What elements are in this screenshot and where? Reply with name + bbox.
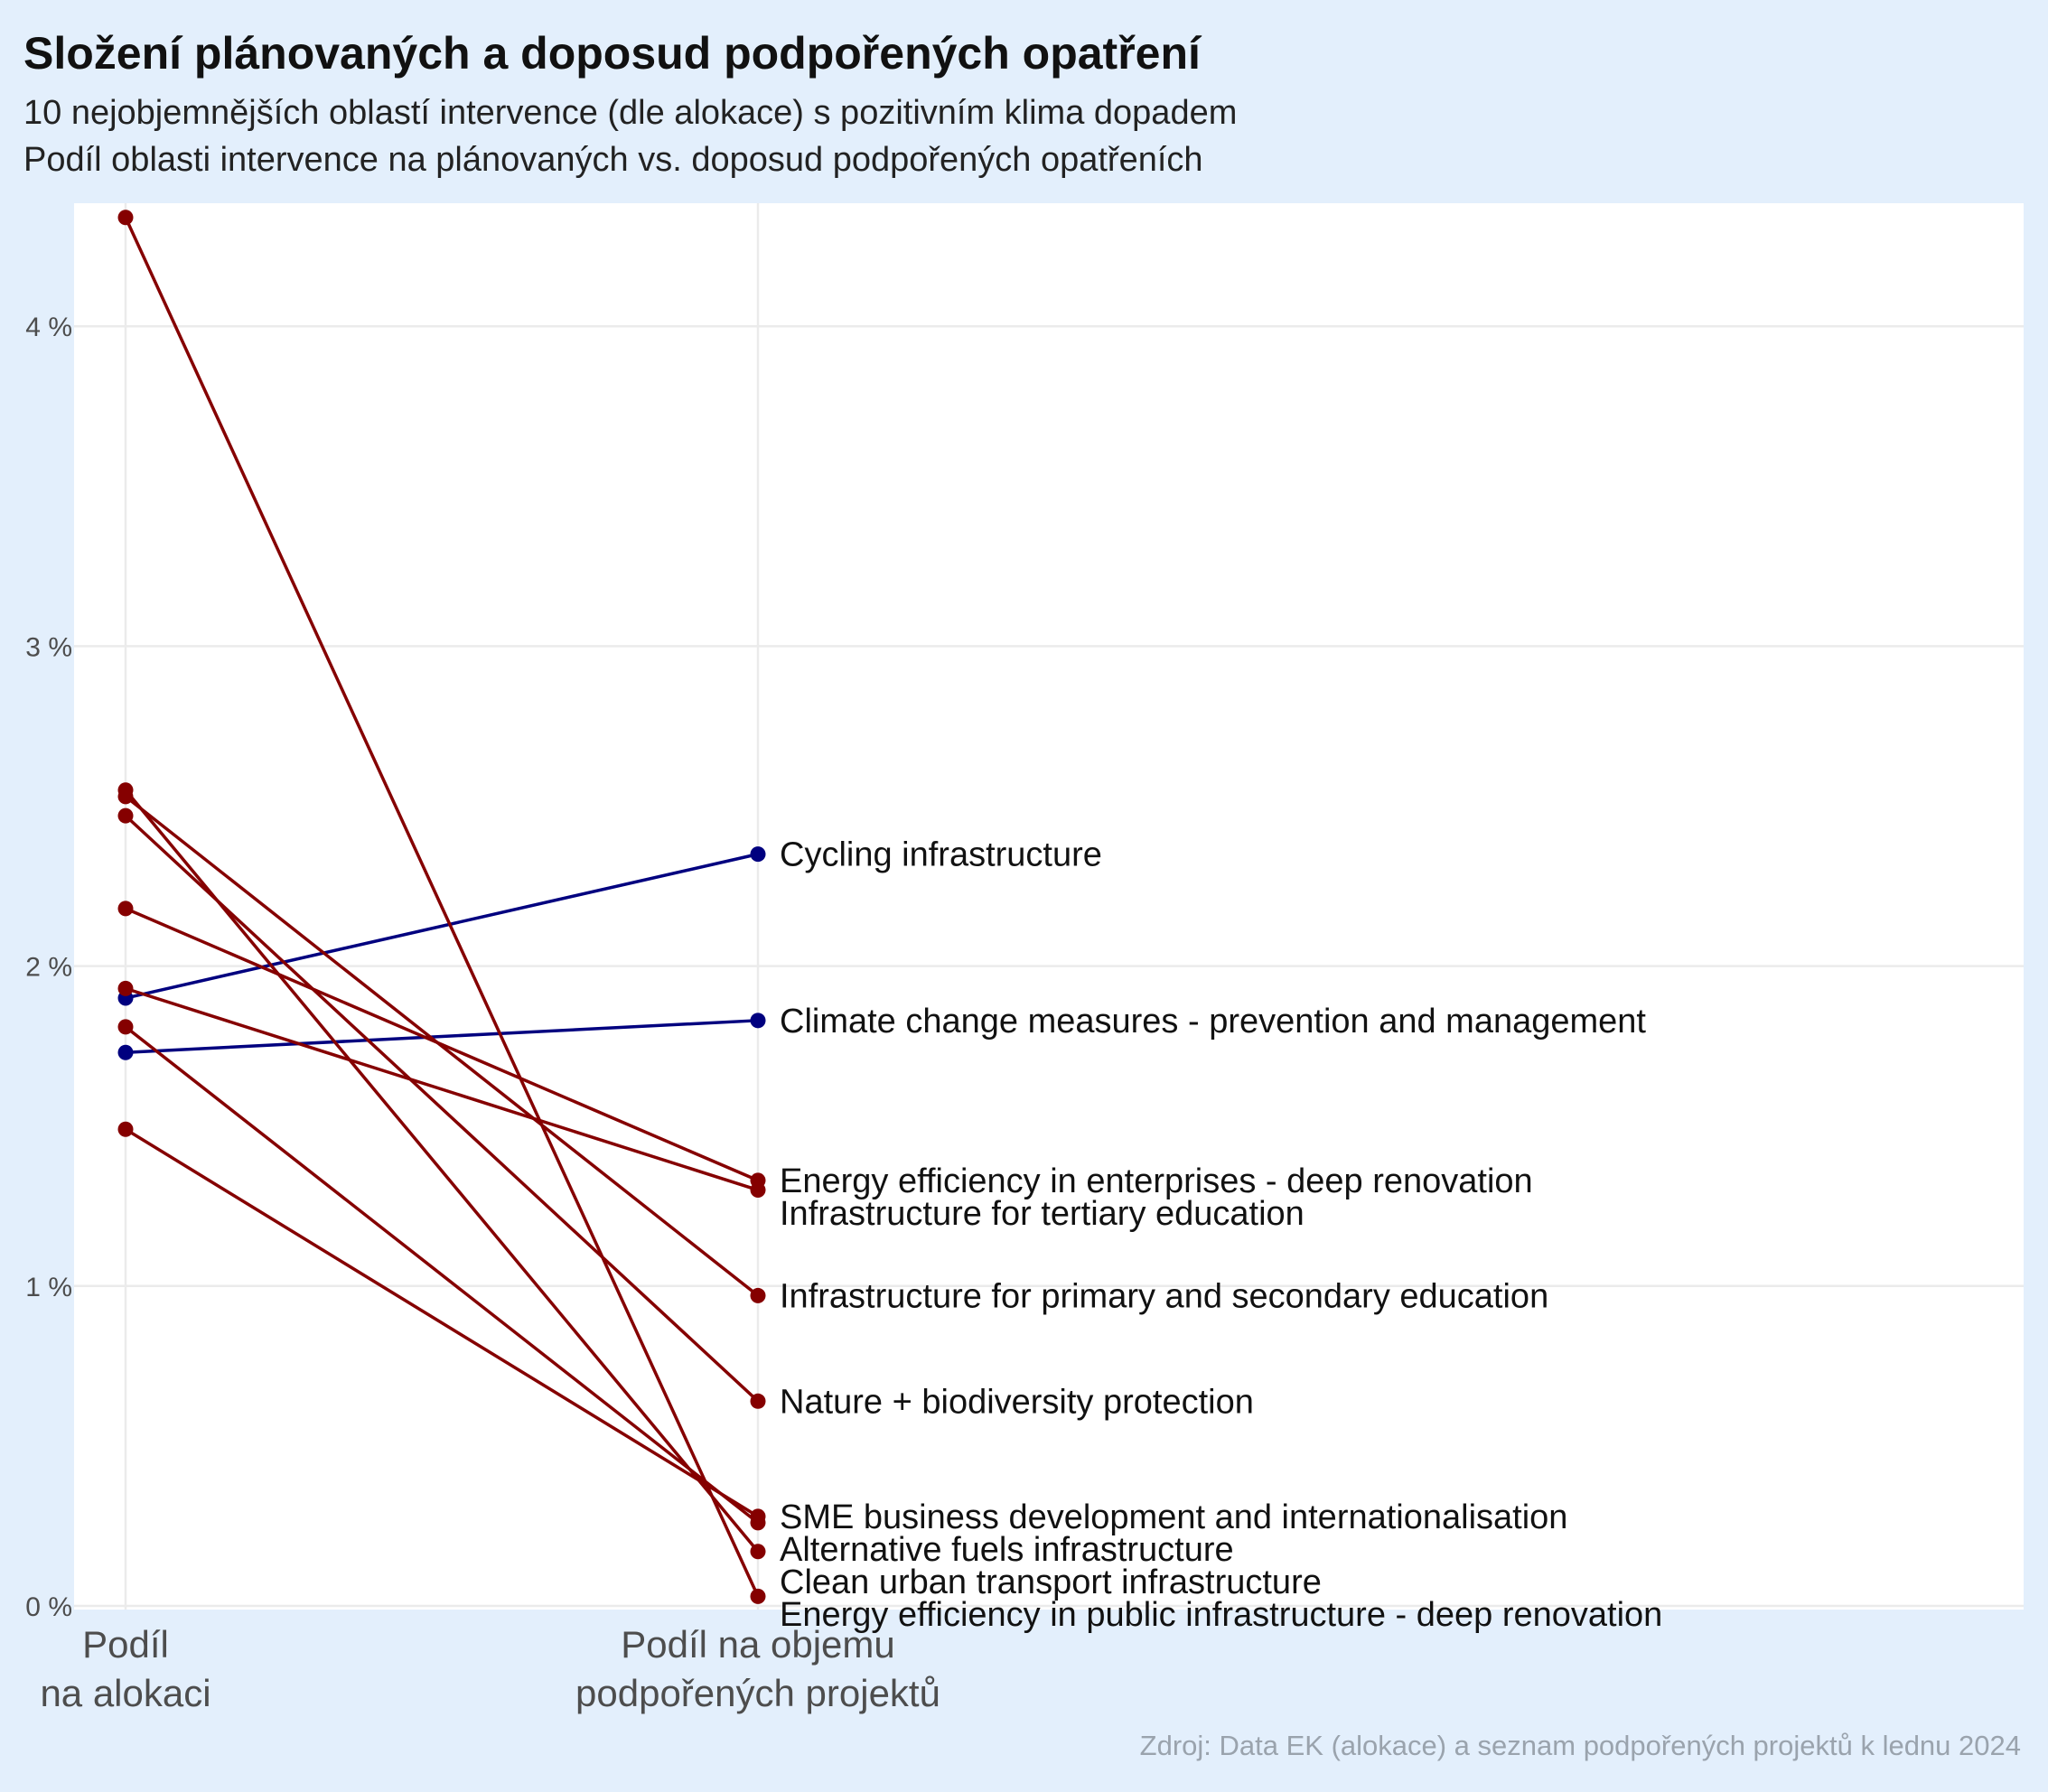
y-tick-label: 1 %	[25, 1273, 72, 1302]
point-allocation	[117, 980, 134, 996]
point-allocation	[117, 210, 134, 226]
chart-subtitle-line-1: 10 nejobjemnějších oblastí intervence (d…	[23, 94, 1238, 132]
plot-panel	[74, 203, 2024, 1610]
y-tick-label: 4 %	[25, 313, 72, 342]
chart-subtitle-line-2: Podíl oblasti intervence na plánovaných …	[23, 141, 1203, 179]
point-allocation	[117, 807, 134, 824]
series-label: Clean urban transport infrastructure	[780, 1563, 1322, 1601]
chart-title: Složení plánovaných a doposud podpořenýc…	[23, 28, 1201, 79]
point-allocation	[117, 782, 134, 798]
source-caption: Zdroj: Data EK (alokace) a seznam podpoř…	[1139, 1730, 2021, 1761]
series-label: Energy efficiency in public infrastructu…	[780, 1596, 1662, 1634]
series-label: Alternative fuels infrastructure	[780, 1531, 1234, 1569]
series-line	[124, 1025, 760, 1525]
series-line	[124, 814, 760, 1403]
series-label: Cycling infrastructure	[780, 836, 1102, 874]
point-allocation	[117, 1121, 134, 1137]
series-label: SME business development and internation…	[780, 1498, 1567, 1536]
point-supported	[750, 1182, 766, 1199]
series-line	[125, 1019, 759, 1054]
point-supported	[750, 1287, 766, 1303]
y-tick-label: 2 %	[25, 953, 72, 983]
series-line	[125, 1127, 759, 1518]
series-label: Climate change measures - prevention and…	[780, 1003, 1646, 1041]
series-line	[124, 795, 760, 1297]
series-label: Infrastructure for tertiary education	[780, 1195, 1305, 1233]
series-line	[125, 852, 759, 1000]
point-allocation	[117, 901, 134, 917]
series-label: Nature + biodiversity protection	[780, 1383, 1254, 1421]
point-allocation	[117, 1044, 134, 1060]
series-line	[125, 986, 759, 1192]
x-tick-label: Podíl na alokaci	[40, 1623, 210, 1714]
point-supported	[750, 1515, 766, 1531]
series-label: Energy efficiency in enterprises - deep …	[780, 1162, 1533, 1200]
series-line	[124, 789, 760, 1553]
y-tick-label: 0 %	[25, 1592, 72, 1622]
y-tick-label: 3 %	[25, 632, 72, 662]
point-supported	[750, 1544, 766, 1560]
point-supported	[750, 846, 766, 863]
series-line	[124, 217, 760, 1598]
point-supported	[750, 1393, 766, 1409]
x-tick-label: Podíl na objemu podpořených projektů	[575, 1623, 940, 1714]
point-supported	[750, 1013, 766, 1029]
point-supported	[750, 1588, 766, 1604]
series-label: Infrastructure for primary and secondary…	[780, 1277, 1548, 1315]
point-allocation	[117, 1019, 134, 1035]
